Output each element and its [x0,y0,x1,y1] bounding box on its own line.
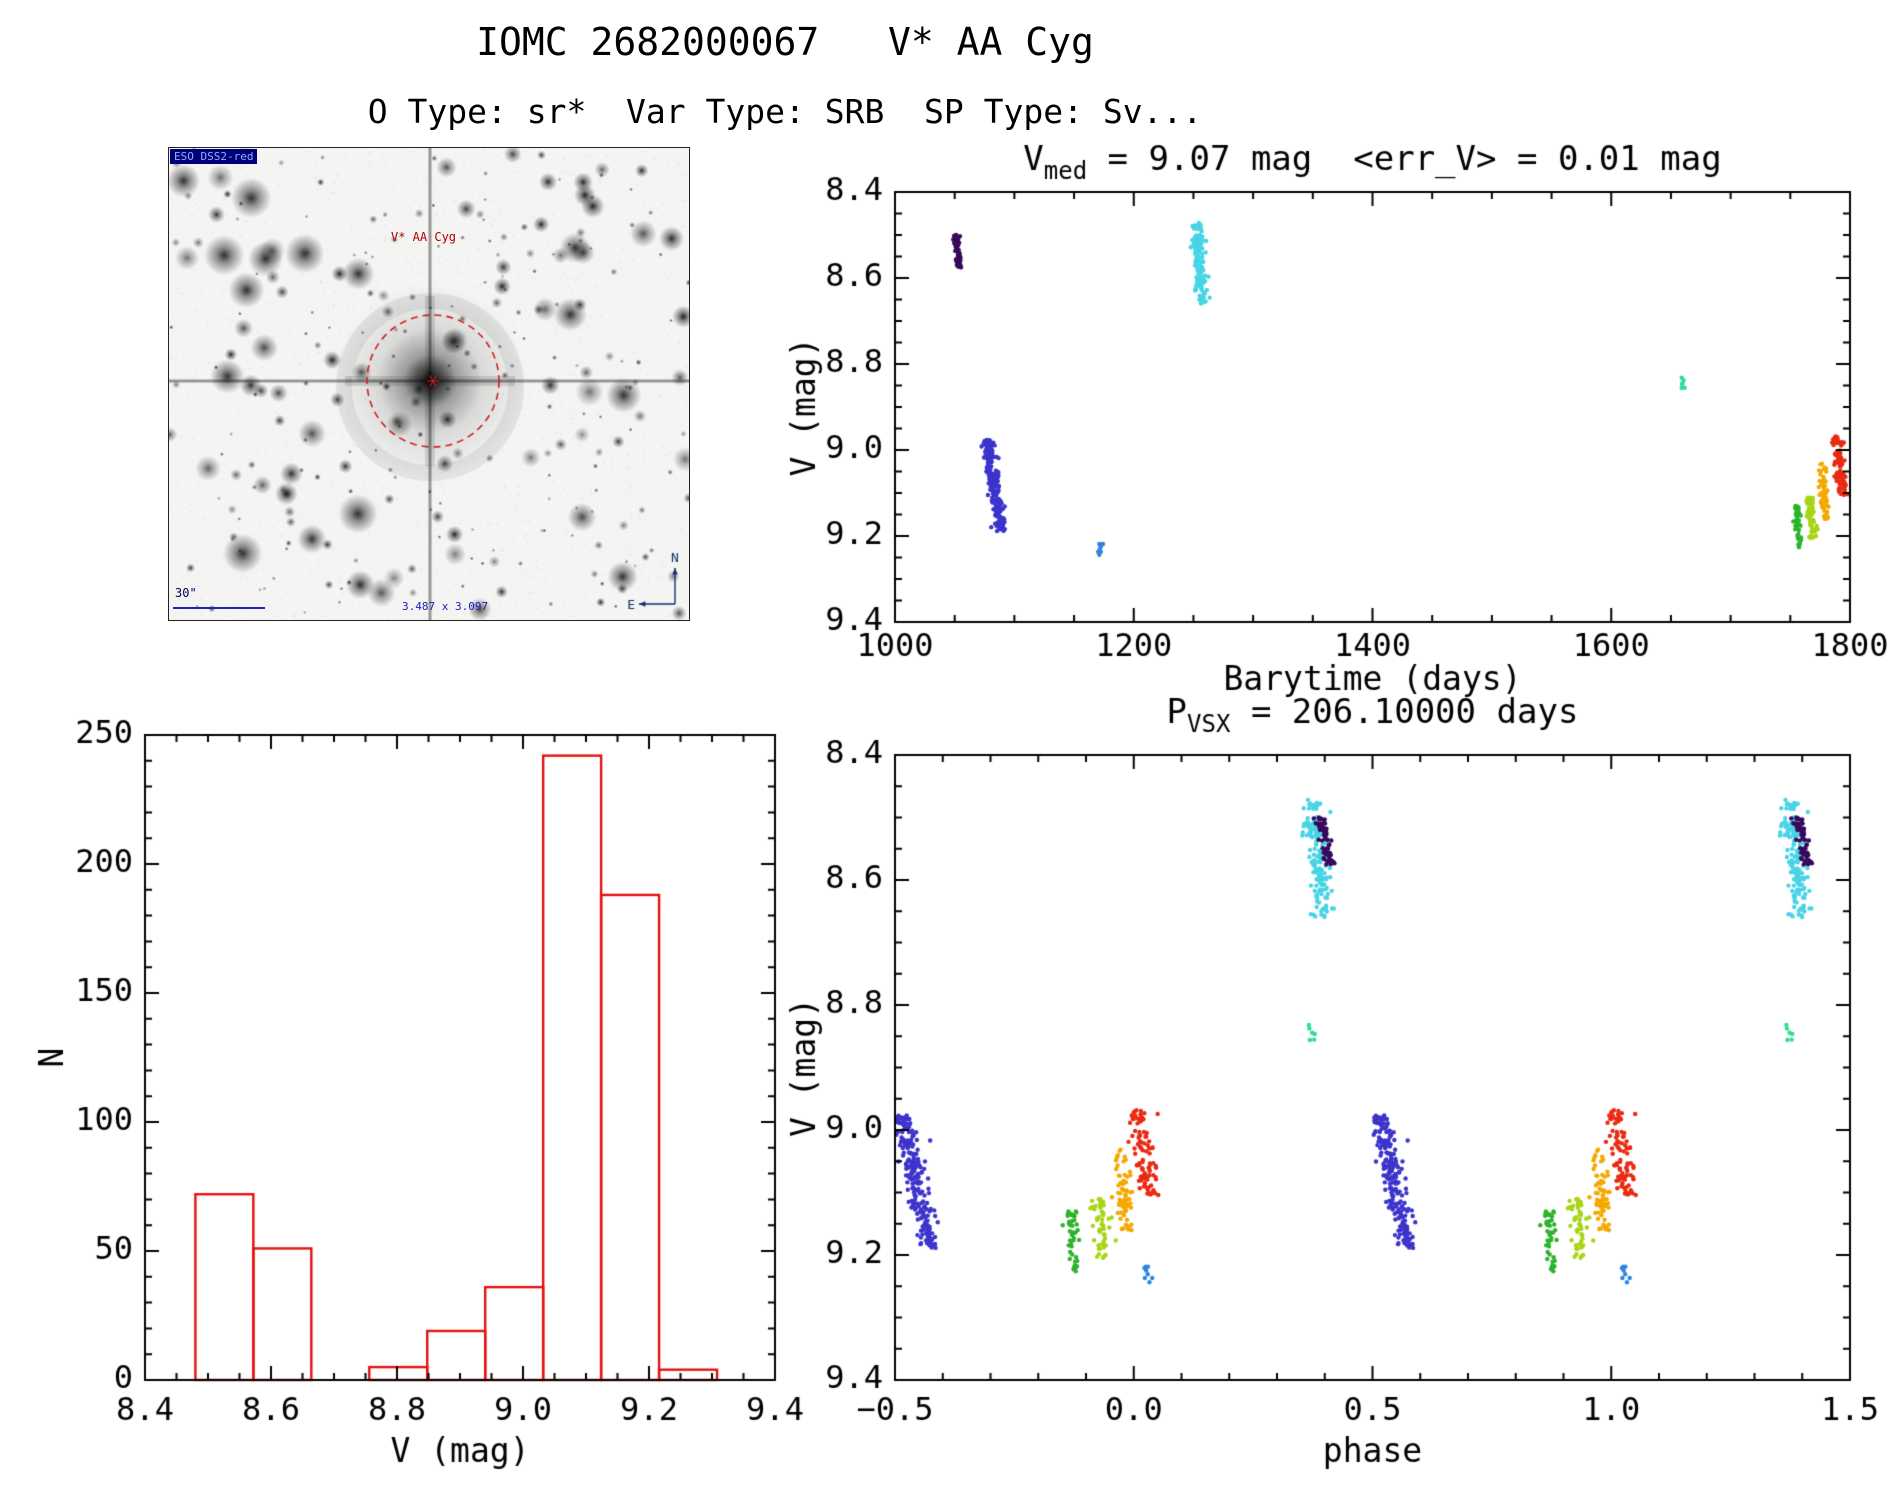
lightcurve-plot-canvas [770,130,1889,705]
angular-scale-label: 30" [175,586,197,600]
magnitude-histogram-canvas [25,690,825,1480]
finder-chart-panel: ESO DSS2-red V* AA Cyg 30" 3.487 x 3.097 [168,147,690,621]
sky-image-canvas [169,148,689,620]
survey-label: ESO DSS2-red [170,149,258,164]
field-of-view-label: 3.487 x 3.097 [402,600,489,613]
figure-title: IOMC 2682000067 V* AA Cyg [476,20,1094,64]
figure-subtitle: O Type: sr* Var Type: SRB SP Type: Sv... [367,92,1203,131]
angular-scale-bar [173,607,265,609]
target-star-label: V* AA Cyg [391,230,457,244]
phase-folded-plot-canvas [770,690,1889,1480]
